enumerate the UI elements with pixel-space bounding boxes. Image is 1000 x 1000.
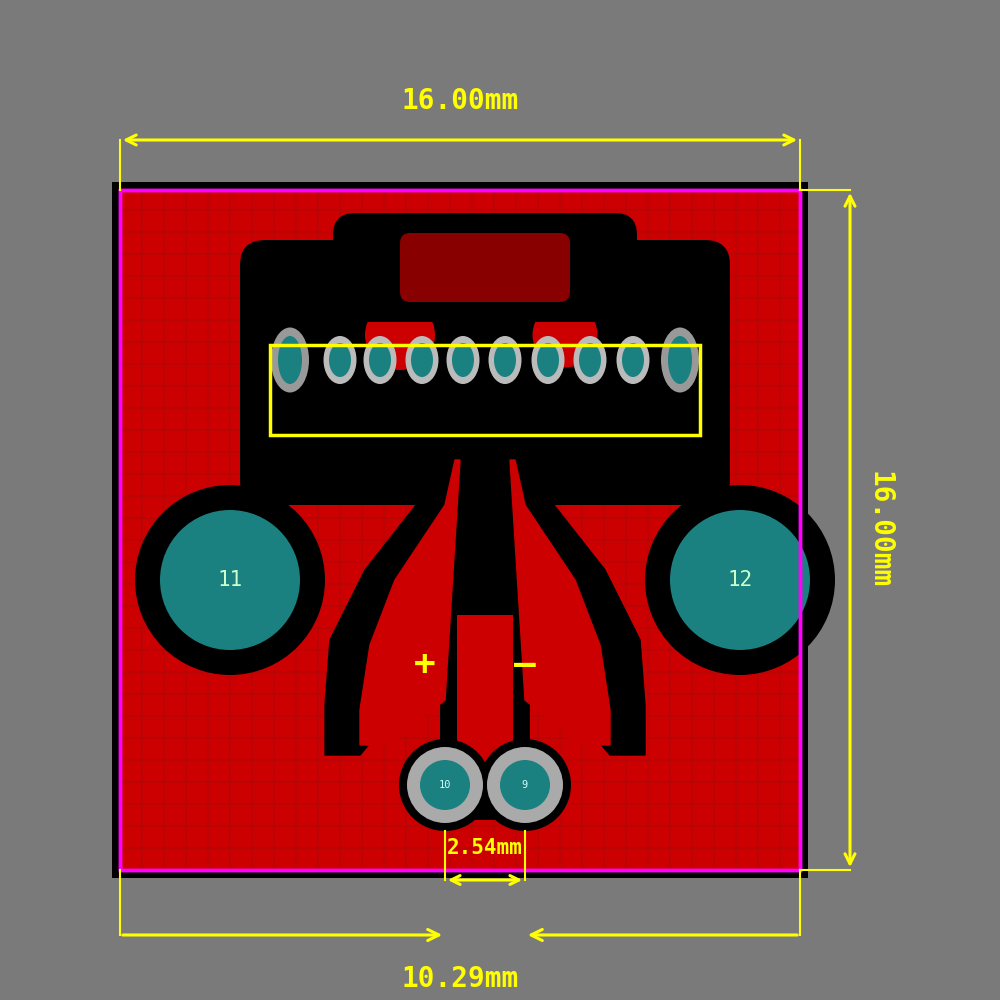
Text: 9: 9	[522, 780, 528, 790]
Ellipse shape	[278, 336, 302, 384]
Ellipse shape	[411, 343, 433, 377]
Ellipse shape	[406, 336, 438, 384]
Ellipse shape	[488, 336, 522, 384]
Circle shape	[645, 485, 835, 675]
Polygon shape	[325, 455, 645, 755]
Ellipse shape	[622, 343, 644, 377]
Text: +: +	[414, 648, 436, 682]
Circle shape	[487, 747, 563, 823]
Text: 2.54mm: 2.54mm	[447, 838, 523, 858]
Text: 10.29mm: 10.29mm	[401, 965, 519, 993]
Text: 11: 11	[217, 570, 243, 590]
Polygon shape	[510, 460, 610, 745]
Ellipse shape	[271, 328, 309, 392]
Ellipse shape	[532, 302, 598, 367]
FancyBboxPatch shape	[240, 240, 730, 505]
Ellipse shape	[329, 343, 351, 377]
Ellipse shape	[616, 336, 650, 384]
Text: 16.00mm: 16.00mm	[865, 471, 893, 589]
Bar	[457, 615, 513, 805]
Circle shape	[500, 760, 550, 810]
Circle shape	[407, 747, 483, 823]
Text: 12: 12	[727, 570, 753, 590]
Bar	[112, 182, 808, 878]
Bar	[120, 190, 800, 870]
Circle shape	[479, 739, 571, 831]
Ellipse shape	[661, 328, 699, 392]
Ellipse shape	[668, 336, 692, 384]
Bar	[120, 190, 800, 870]
Ellipse shape	[494, 343, 516, 377]
Ellipse shape	[364, 336, 396, 384]
Bar	[120, 190, 800, 870]
FancyBboxPatch shape	[333, 213, 637, 322]
Bar	[270, 345, 700, 435]
Ellipse shape	[446, 336, 479, 384]
Circle shape	[399, 739, 491, 831]
Text: 16.00mm: 16.00mm	[401, 87, 519, 115]
Text: –: –	[514, 648, 536, 682]
Ellipse shape	[574, 336, 606, 384]
Circle shape	[655, 495, 825, 665]
Circle shape	[420, 760, 470, 810]
Ellipse shape	[323, 336, 356, 384]
Polygon shape	[360, 460, 460, 745]
Ellipse shape	[452, 343, 474, 377]
Circle shape	[670, 510, 810, 650]
FancyBboxPatch shape	[400, 233, 570, 302]
Ellipse shape	[365, 300, 435, 370]
Ellipse shape	[579, 343, 601, 377]
Circle shape	[135, 485, 325, 675]
Ellipse shape	[532, 336, 564, 384]
Circle shape	[160, 510, 300, 650]
Text: 10: 10	[439, 780, 451, 790]
Ellipse shape	[537, 343, 559, 377]
Bar	[440, 600, 530, 820]
Ellipse shape	[369, 343, 391, 377]
Circle shape	[145, 495, 315, 665]
